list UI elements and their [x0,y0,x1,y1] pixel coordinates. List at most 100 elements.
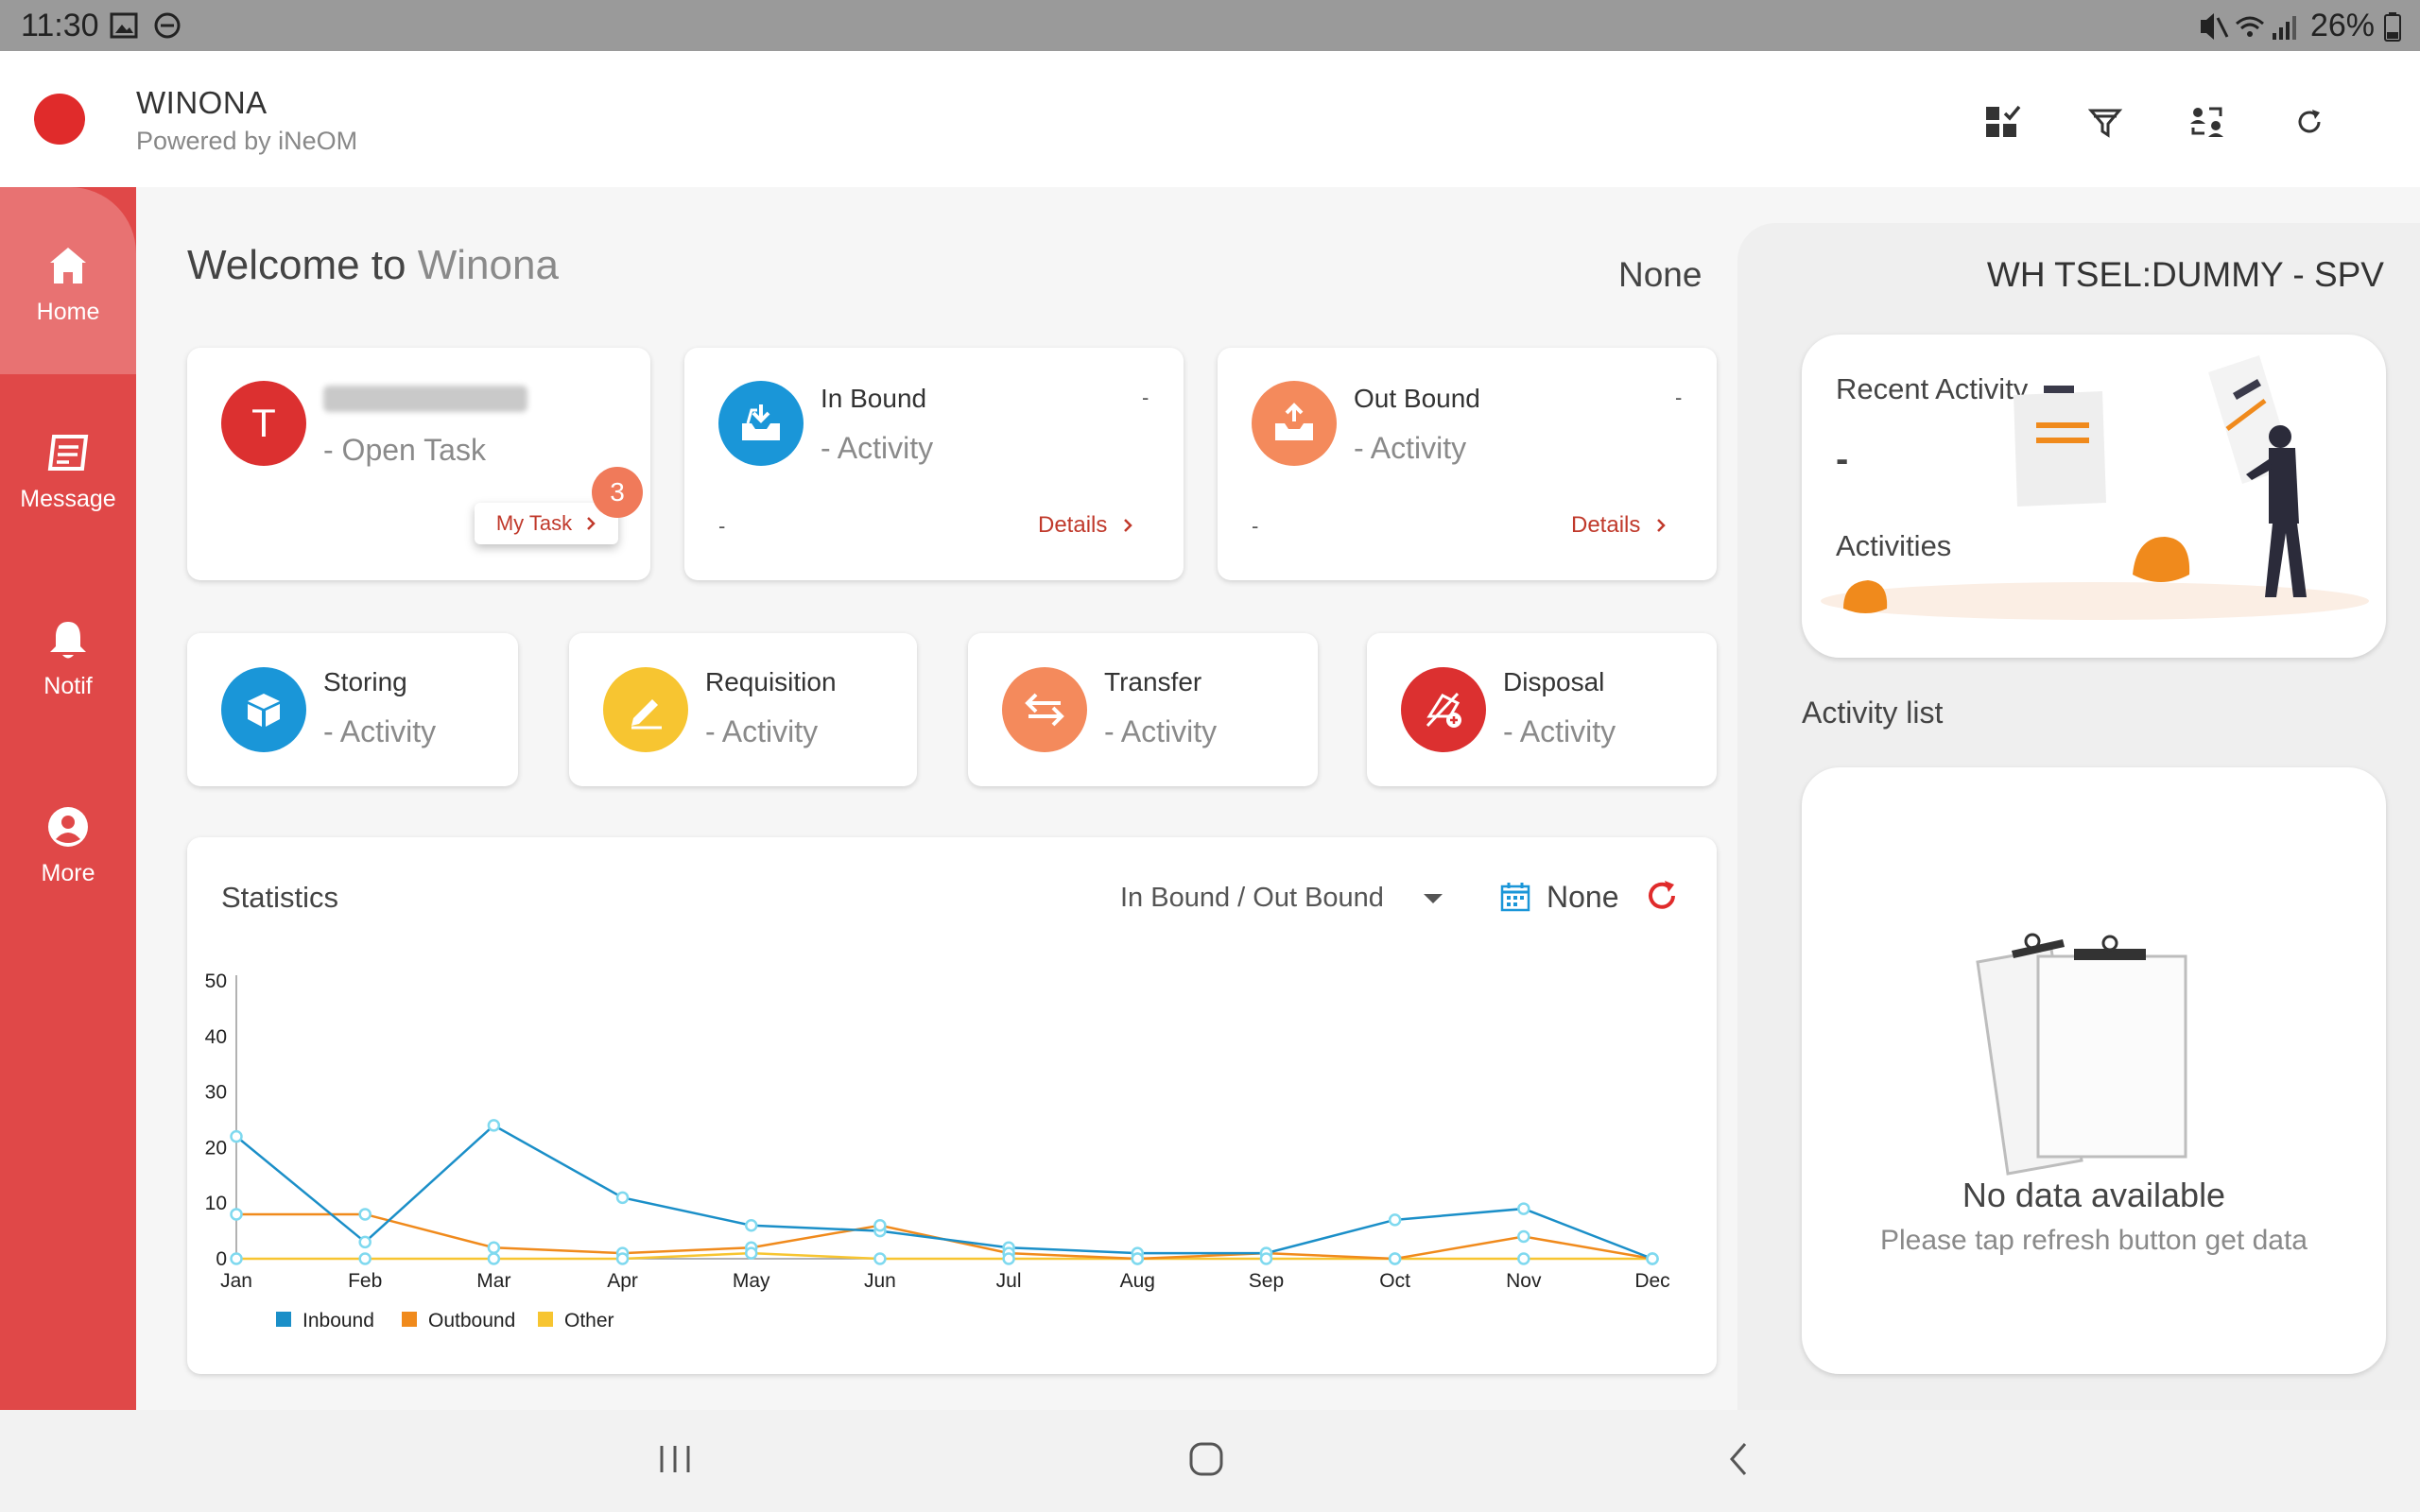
sidebar-item-message[interactable]: Message [0,374,136,561]
x-tick-label: May [733,1270,770,1292]
data-point-inbound [744,1218,758,1232]
switch-user-button[interactable] [2184,98,2231,146]
data-point-outbound [230,1208,243,1221]
outbound-details-link[interactable]: Details [1571,512,1667,539]
statistics-line-chart: 0 10 20 30 40 50 Jan Feb Mar Apr May Jun Jul Aug Sep Oc… [205,971,1670,1332]
bell-icon [50,622,86,659]
series-line-inbound [235,1124,1653,1261]
user-name-blurred [323,386,527,412]
sidebar-item-home[interactable]: Home [0,187,136,374]
status-time: 11:30 [21,8,99,43]
data-point-inbound [358,1235,372,1249]
transfer-subtitle: - Activity [1104,714,1218,748]
y-tick-label: 10 [205,1193,227,1214]
empty-state-subtitle: Please tap refresh button get data [1880,1225,2308,1256]
data-point-other [744,1246,758,1260]
series-line-other [236,1251,1652,1261]
inbox-upload-icon [1275,403,1313,440]
my-task-button[interactable]: My Task [475,503,618,544]
legend-label: Inbound [302,1310,374,1332]
stats-refresh-button[interactable] [1643,877,1681,919]
storing-card[interactable]: Storing - Activity [187,633,518,786]
x-tick-label: Jun [864,1270,896,1292]
app-header: WINONA Powered by iNeOM [0,51,2420,187]
box-icon [248,694,280,727]
data-point-other [1388,1252,1402,1265]
pencil-icon [631,699,662,730]
recent-apps-icon [660,1446,690,1472]
disposal-icon-circle [1401,667,1486,752]
outbound-card[interactable]: Out Bound - Activity - - Details [1218,348,1717,580]
sidebar-item-label: Message [20,486,116,512]
inbound-details-link[interactable]: Details [1038,512,1133,539]
stats-date-value: None [1547,880,1619,914]
sidebar-item-notif[interactable]: Notif [0,561,136,748]
back-chevron-icon [1730,1443,1747,1475]
legend-label: Outbound [428,1310,515,1332]
filter-button[interactable] [2082,98,2129,146]
stats-type-dropdown[interactable]: In Bound / Out Bound [1120,883,1444,914]
statistics-title: Statistics [221,881,339,914]
open-task-label: - Open Task [323,433,486,467]
chevron-right-icon [1657,519,1667,532]
recent-activity-title: Recent Activity [1836,372,2029,405]
y-tick-label: 0 [216,1248,227,1270]
legend-swatch [538,1312,553,1327]
requisition-card[interactable]: Requisition - Activity [569,633,917,786]
outbound-footer-value: - [1252,514,1259,538]
message-icon [47,435,89,471]
battery-percent: 26% [2309,8,2375,43]
data-point-inbound [487,1119,501,1132]
sidebar-item-label: More [41,860,95,886]
caret-down-icon [1423,893,1443,903]
data-point-inbound [230,1129,243,1143]
disposal-subtitle: - Activity [1503,714,1616,748]
transfer-card[interactable]: Transfer - Activity [968,633,1318,786]
storing-title: Storing [323,667,407,696]
transfer-title: Transfer [1104,667,1202,696]
calendar-icon [1500,883,1530,912]
swap-arrows-icon [1025,693,1064,727]
y-tick-label: 50 [205,971,227,992]
disposal-card[interactable]: Disposal - Activity [1367,633,1717,786]
x-tick-label: Jan [220,1270,252,1292]
recent-activity-value: - [1836,438,1849,480]
refresh-icon [2298,110,2321,133]
outbound-icon-circle [1252,381,1337,466]
swap-users-icon [2190,107,2223,137]
outbound-title: Out Bound [1354,384,1480,413]
task-list-button[interactable] [1979,98,2027,146]
user-circle-icon [48,807,88,847]
avatar-letter: T [251,401,276,445]
my-task-label: My Task [495,511,573,535]
activity-list-title: Activity list [1802,696,1944,730]
date-picker-button[interactable] [1499,881,1531,918]
home-system-button[interactable] [1187,1440,1225,1483]
app-title: WINONA [136,85,268,120]
data-point-other [1002,1252,1015,1265]
data-point-other [1259,1252,1273,1265]
refresh-icon [1649,881,1675,909]
sidebar-item-label: Notif [43,673,93,699]
sidebar-item-more[interactable]: More [0,748,136,936]
x-tick-label: Nov [1506,1270,1542,1292]
checklist-icon [1986,105,2021,137]
filter-icon [2088,109,2122,138]
y-tick-label: 30 [205,1082,227,1104]
sidebar-item-label: Home [36,299,100,325]
data-point-outbound [873,1218,887,1232]
refresh-button[interactable] [2286,98,2333,146]
x-tick-label: Apr [607,1270,638,1292]
welcome-prefix: Welcome to [187,242,406,288]
requisition-icon-circle [603,667,688,752]
outbound-subtitle: - Activity [1354,431,1467,465]
selected-date-value: None [1618,255,1703,294]
inbound-subtitle: - Activity [821,431,934,465]
sidebar: Home Message Notif More [0,187,136,1410]
requisition-title: Requisition [705,667,837,696]
chevron-right-icon [1124,519,1133,532]
back-button[interactable] [1720,1440,1758,1483]
recent-apps-button[interactable] [654,1440,696,1483]
data-point-outbound [1517,1229,1530,1244]
inbound-card[interactable]: In Bound - Activity - - Details [684,348,1184,580]
